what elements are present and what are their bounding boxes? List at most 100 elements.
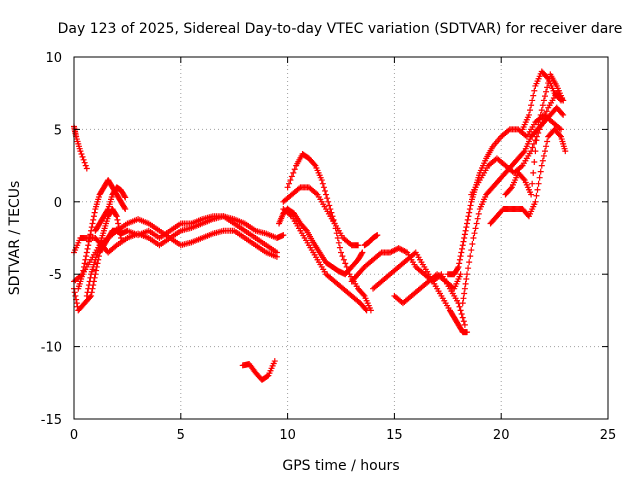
data-point [85,282,92,289]
y-tick-label: -10 [41,341,62,356]
data-point [474,215,481,222]
data-point [530,92,537,99]
data-point [475,210,482,217]
data-point [79,271,86,278]
data-point [460,318,467,325]
data-point [461,321,468,328]
data-point [544,84,551,91]
data-point [538,162,545,169]
data-point [331,220,338,227]
data-point [457,271,464,278]
data-point [84,289,91,296]
data-point [529,180,536,187]
data-point [540,115,547,122]
data-point [288,173,295,180]
data-point [81,159,88,166]
y-tick-label: 5 [54,123,62,138]
data-point [459,314,466,321]
data-point [104,207,111,214]
x-tick-label: 25 [600,428,617,443]
series-track-21 [519,68,565,133]
data-point [271,358,278,365]
data-point [525,111,532,118]
data-point [264,373,271,380]
data-point [117,235,124,241]
data-point [318,177,325,184]
data-point [457,307,464,314]
data-point [454,265,461,272]
data-point [532,148,539,155]
data-point [556,96,563,103]
data-point [544,138,551,145]
data-point [286,180,293,187]
data-point [462,280,469,287]
data-point [544,74,551,81]
data-point [88,224,95,231]
data-point [558,126,565,133]
series-track-20 [502,71,567,198]
data-point [113,213,120,220]
series-track-6 [83,206,124,299]
data-point [80,156,87,163]
data-point [539,102,546,109]
data-point [527,107,534,114]
data-point [464,271,471,278]
data-point [86,235,93,241]
data-point [302,226,309,233]
data-point [458,311,465,318]
y-tick-label: 10 [45,51,62,66]
data-point [115,224,122,231]
data-point [464,216,471,223]
data-point [463,276,470,283]
data-point [466,206,473,213]
data-point [287,177,294,184]
y-tick-label: -15 [41,413,62,428]
data-point [273,253,280,260]
data-point [280,232,287,239]
data-point [334,235,341,241]
series-track-15 [391,271,464,307]
data-point [459,245,466,252]
data-point [83,253,90,260]
data-point [327,206,334,213]
data-point [459,300,466,307]
data-point [562,148,569,155]
data-point [540,97,547,104]
data-point [71,289,78,296]
data-point [122,206,129,213]
data-point [79,153,86,160]
data-point [507,185,514,192]
data-point [86,278,93,285]
data-point [121,193,128,200]
data-point [455,263,462,270]
data-point [87,274,94,281]
series-track-10 [280,206,370,314]
data-point [342,260,349,267]
data-point [117,231,124,238]
data-point [456,260,463,267]
data-point [336,244,343,251]
data-point [311,161,318,168]
data-point [345,267,352,274]
data-point [531,87,538,94]
axis-ticks: 0 5 10 15 20 25 -15 -10 -5 0 5 10 [41,51,617,443]
data-point [320,184,327,191]
data-point [465,213,472,220]
data-point [540,152,547,159]
data-point [472,225,479,232]
data-point [80,267,87,274]
data-point [530,169,537,176]
data-point [83,292,90,299]
data-point [560,111,567,118]
data-point [321,187,328,194]
data-point [528,102,535,109]
data-point [466,209,473,216]
data-point [91,209,98,216]
data-point [355,242,362,249]
data-point [358,250,365,257]
data-point [339,253,346,260]
series-track-13 [348,245,468,328]
data-point [459,242,466,249]
data-point [84,245,91,252]
